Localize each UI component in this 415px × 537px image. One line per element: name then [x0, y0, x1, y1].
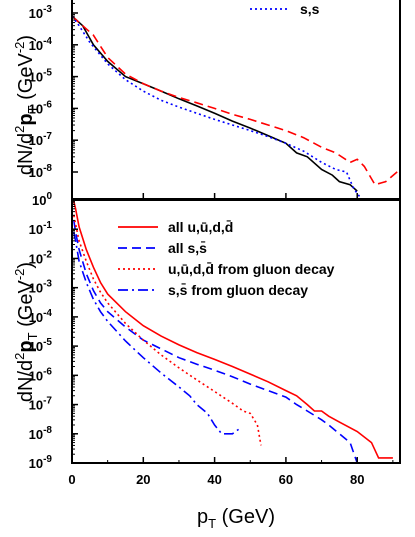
bottom-y-tick-label: 100	[32, 191, 52, 208]
bottom-y-tick-label: 10-9	[29, 454, 53, 471]
bottom-y-tick-label: 10-2	[29, 249, 53, 266]
bottom-legend-label: all u,ū,d,d̄	[168, 218, 233, 235]
top-y-axis: 10010-810-710-610-510-410-3	[29, 2, 78, 180]
x-tick-label: 60	[279, 472, 293, 487]
bottom-y-axis-label: dN/d2pT (GeV-2)	[12, 262, 40, 402]
x-tick-label: 40	[207, 472, 221, 487]
bottom-y-tick-label: 10-5	[29, 337, 53, 354]
top-series-1-line	[72, 15, 400, 186]
x-tick-label: 0	[68, 472, 75, 487]
bottom-y-tick-label: 10-6	[29, 366, 53, 383]
top-plot-frame	[71, 0, 401, 200]
bottom-x-axis: 0 20 40 60 80	[68, 457, 394, 487]
bottom-series-0-line	[73, 201, 393, 459]
bottom-legend-label: u,ū,d,d̄ from gluon decay	[168, 260, 335, 277]
bottom-y-tick-label: 10-4	[29, 308, 53, 325]
bottom-legend-label: s,s̄ from gluon decay	[168, 281, 308, 298]
bottom-y-tick-label: 10-8	[29, 425, 53, 442]
bottom-series-layer	[73, 201, 393, 463]
bottom-y-tick-label: 10-1	[29, 220, 53, 237]
top-series-2-line	[72, 15, 362, 199]
bottom-legend: all u,ū,d,d̄ all s,s̄ u,ū,d,d̄ from gluon …	[118, 218, 335, 298]
top-y-tick-label: 10-3	[29, 4, 53, 21]
top-series-0-line	[72, 15, 358, 192]
bottom-plot-frame	[71, 199, 401, 464]
bottom-y-tick-label: 10-7	[29, 396, 53, 413]
x-axis-label: pT (GeV)	[197, 506, 275, 531]
bottom-series-2-line	[73, 215, 262, 446]
top-y-tick-label: 10-5	[29, 68, 53, 85]
top-y-tick-label: 10-8	[29, 163, 53, 180]
bottom-panel: 10-910-810-710-610-510-410-310-210-1100 …	[12, 191, 394, 531]
top-y-tick-label: 10-6	[29, 99, 53, 116]
bottom-y-tick-label: 10-3	[29, 279, 53, 296]
top-panel: 10010-810-710-610-510-410-3 s,s dN/d2pT …	[12, 1, 400, 199]
top-legend: s,s	[250, 1, 320, 17]
x-tick-label: 20	[136, 472, 150, 487]
x-tick-label: 80	[350, 472, 364, 487]
top-legend-label: s,s	[300, 1, 320, 17]
top-y-tick-label: 10-4	[29, 36, 53, 53]
top-y-axis-label: dN/d2pT (GeV-2)	[12, 35, 40, 175]
bottom-series-3-line	[73, 231, 241, 435]
bottom-series-1-line	[73, 220, 358, 463]
top-series-layer	[72, 15, 400, 199]
bottom-legend-label: all s,s̄	[168, 239, 207, 256]
top-y-tick-label: 10-7	[29, 131, 53, 148]
